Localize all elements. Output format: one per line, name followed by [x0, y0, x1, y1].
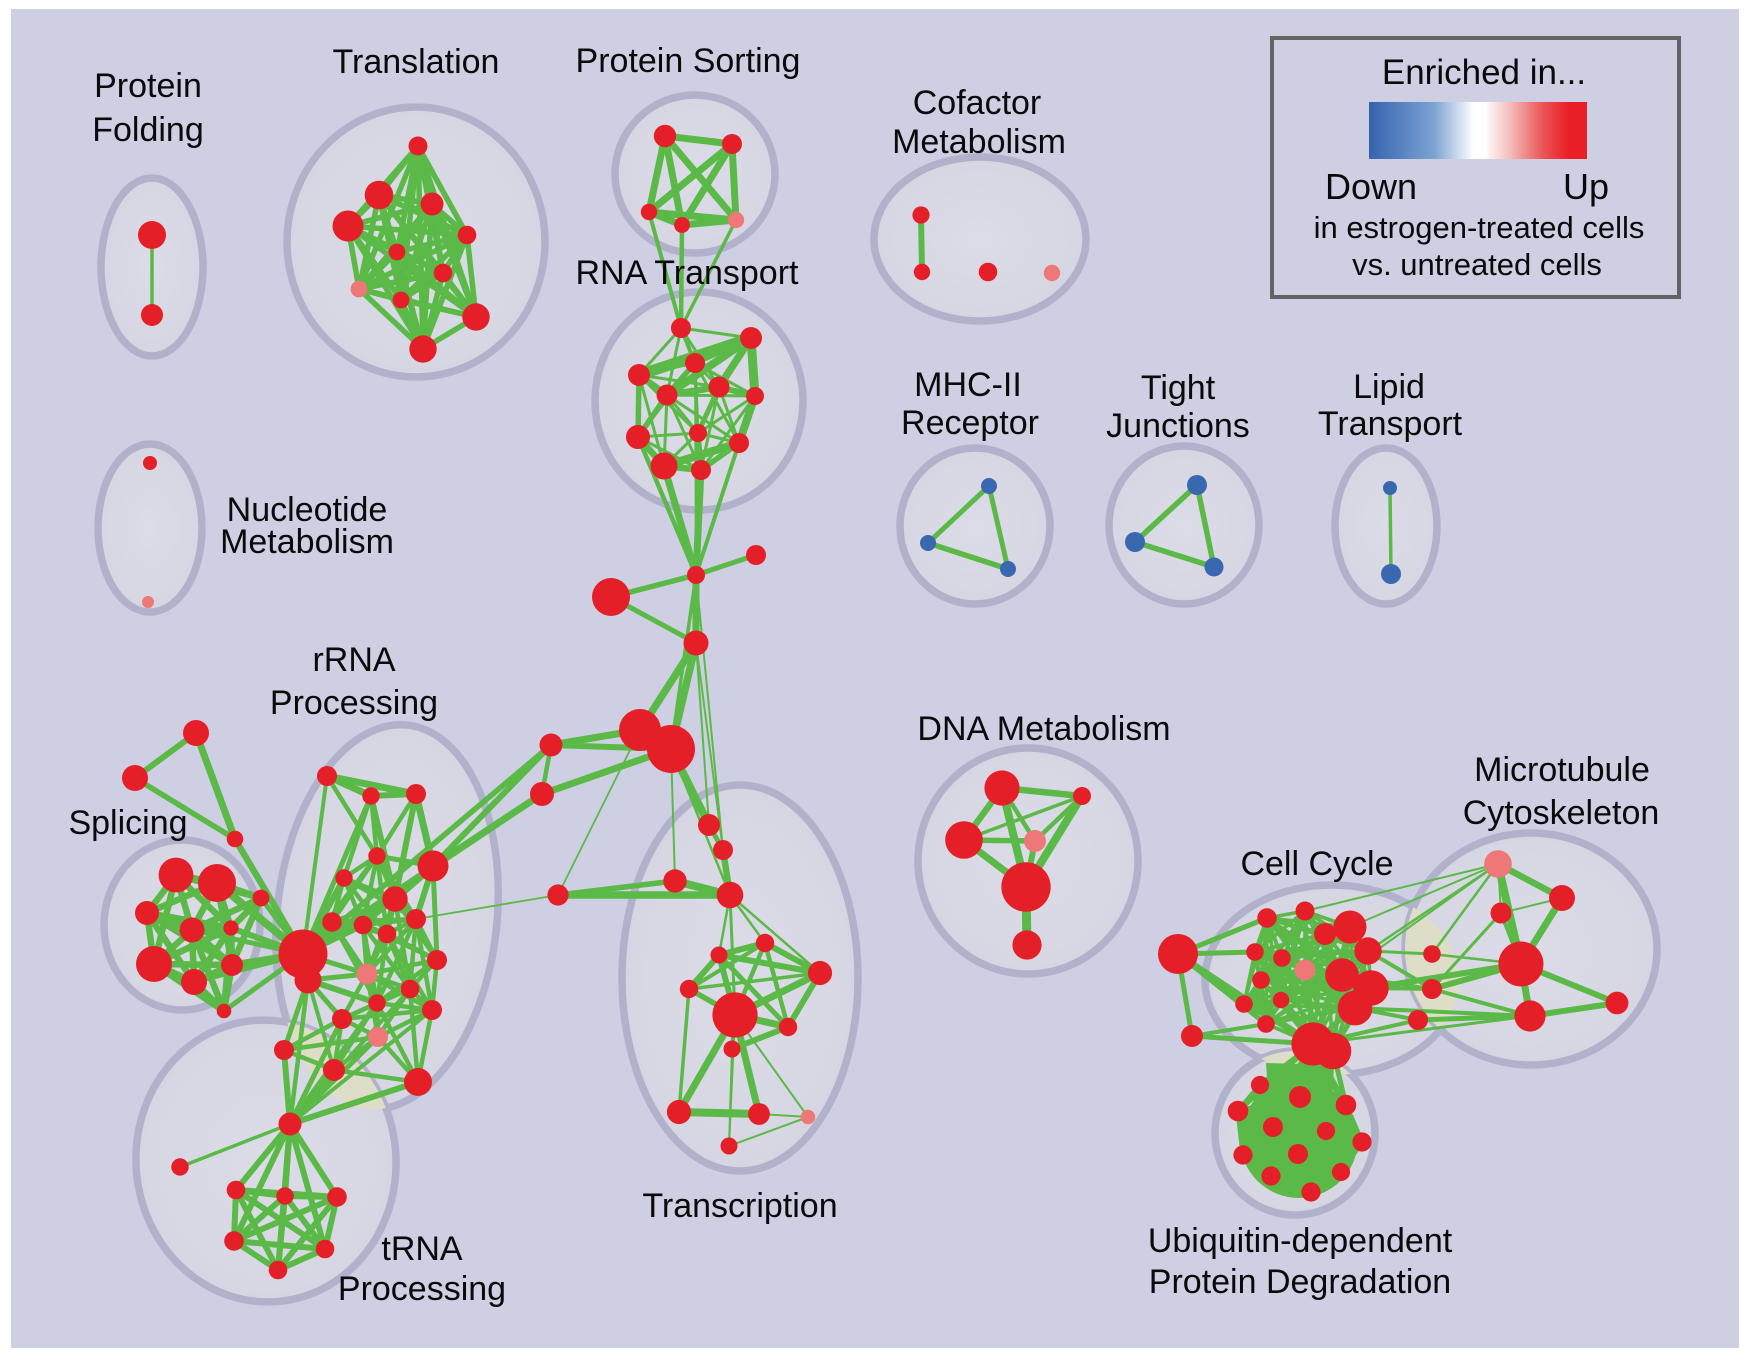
svg-text:Cofactor: Cofactor — [913, 84, 1042, 122]
svg-text:tRNA: tRNA — [381, 1230, 463, 1268]
svg-text:rRNA: rRNA — [312, 641, 395, 679]
svg-text:Splicing: Splicing — [68, 804, 187, 842]
svg-text:Junctions: Junctions — [1106, 407, 1250, 445]
svg-text:Cell Cycle: Cell Cycle — [1240, 845, 1393, 883]
svg-text:Folding: Folding — [92, 111, 204, 149]
svg-text:Processing: Processing — [270, 684, 438, 722]
svg-text:Transcription: Transcription — [642, 1187, 837, 1225]
svg-text:Protein Degradation: Protein Degradation — [1149, 1263, 1451, 1301]
svg-text:vs. untreated cells: vs. untreated cells — [1352, 247, 1602, 282]
svg-text:Lipid: Lipid — [1353, 368, 1425, 406]
svg-text:Processing: Processing — [338, 1270, 506, 1308]
svg-text:Microtubule: Microtubule — [1474, 751, 1650, 789]
svg-text:Down: Down — [1325, 166, 1417, 207]
svg-text:MHC-II: MHC-II — [914, 366, 1022, 404]
svg-text:Metabolism: Metabolism — [220, 523, 394, 561]
svg-text:Transport: Transport — [1318, 405, 1463, 443]
svg-text:Up: Up — [1563, 166, 1609, 207]
svg-text:Tight: Tight — [1141, 369, 1216, 407]
svg-text:Receptor: Receptor — [901, 404, 1039, 442]
svg-text:Enriched in...: Enriched in... — [1382, 53, 1586, 92]
svg-text:Metabolism: Metabolism — [892, 123, 1066, 161]
svg-text:DNA Metabolism: DNA Metabolism — [917, 710, 1170, 748]
svg-text:Nucleotide: Nucleotide — [227, 491, 388, 529]
svg-text:Translation: Translation — [333, 43, 500, 81]
svg-text:Cytoskeleton: Cytoskeleton — [1463, 794, 1660, 832]
svg-text:Ubiquitin-dependent: Ubiquitin-dependent — [1148, 1222, 1453, 1260]
svg-text:in estrogen-treated cells: in estrogen-treated cells — [1314, 210, 1645, 245]
svg-text:RNA Transport: RNA Transport — [576, 254, 800, 292]
svg-text:Protein Sorting: Protein Sorting — [576, 42, 801, 80]
svg-text:Protein: Protein — [94, 67, 202, 105]
